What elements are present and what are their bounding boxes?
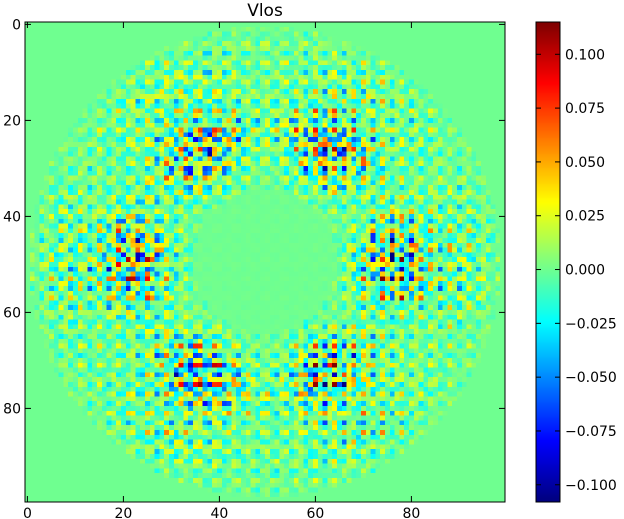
colorbar-tick-label: −0.075 bbox=[565, 424, 617, 440]
x-tick-label: 40 bbox=[210, 506, 228, 519]
heatmap-image bbox=[25, 22, 505, 502]
colorbar: −0.100 −0.075 −0.050 −0.025 0.000 0.025 0.050 0… bbox=[535, 21, 617, 503]
x-tick-label: 0 bbox=[23, 506, 32, 519]
colorbar-gradient bbox=[536, 22, 560, 502]
chart-title: Vlos bbox=[247, 1, 283, 21]
x-tick-label: 20 bbox=[114, 506, 132, 519]
colorbar-frame bbox=[535, 21, 561, 503]
colorbar-tick-label: 0.000 bbox=[565, 263, 605, 279]
colorbar-tick-label: 0.025 bbox=[565, 209, 605, 225]
colorbar-tick-label: −0.100 bbox=[565, 478, 617, 494]
y-tick-label: 40 bbox=[3, 209, 21, 225]
plot-frame bbox=[24, 21, 506, 503]
x-axis: 0 20 40 60 80 bbox=[23, 22, 420, 519]
y-tick-label: 80 bbox=[3, 401, 21, 417]
y-axis: 0 20 40 60 80 bbox=[3, 17, 505, 417]
y-tick-label: 60 bbox=[3, 305, 21, 321]
colorbar-ticks: −0.100 −0.075 −0.050 −0.025 0.000 0.025 0.050 0… bbox=[536, 47, 617, 494]
y-tick-label: 20 bbox=[3, 113, 21, 129]
x-tick-label: 80 bbox=[402, 506, 420, 519]
x-tick-label: 60 bbox=[306, 506, 324, 519]
colorbar-tick-label: 0.075 bbox=[565, 101, 605, 117]
colorbar-tick-label: 0.050 bbox=[565, 155, 605, 171]
y-tick-label: 0 bbox=[12, 17, 21, 33]
colorbar-tick-label: 0.100 bbox=[565, 47, 605, 63]
plot-area: 0 20 40 60 80 0 20 40 60 80 bbox=[3, 17, 506, 519]
colorbar-tick-label: −0.025 bbox=[565, 316, 617, 332]
colorbar-tick-label: −0.050 bbox=[565, 370, 617, 386]
